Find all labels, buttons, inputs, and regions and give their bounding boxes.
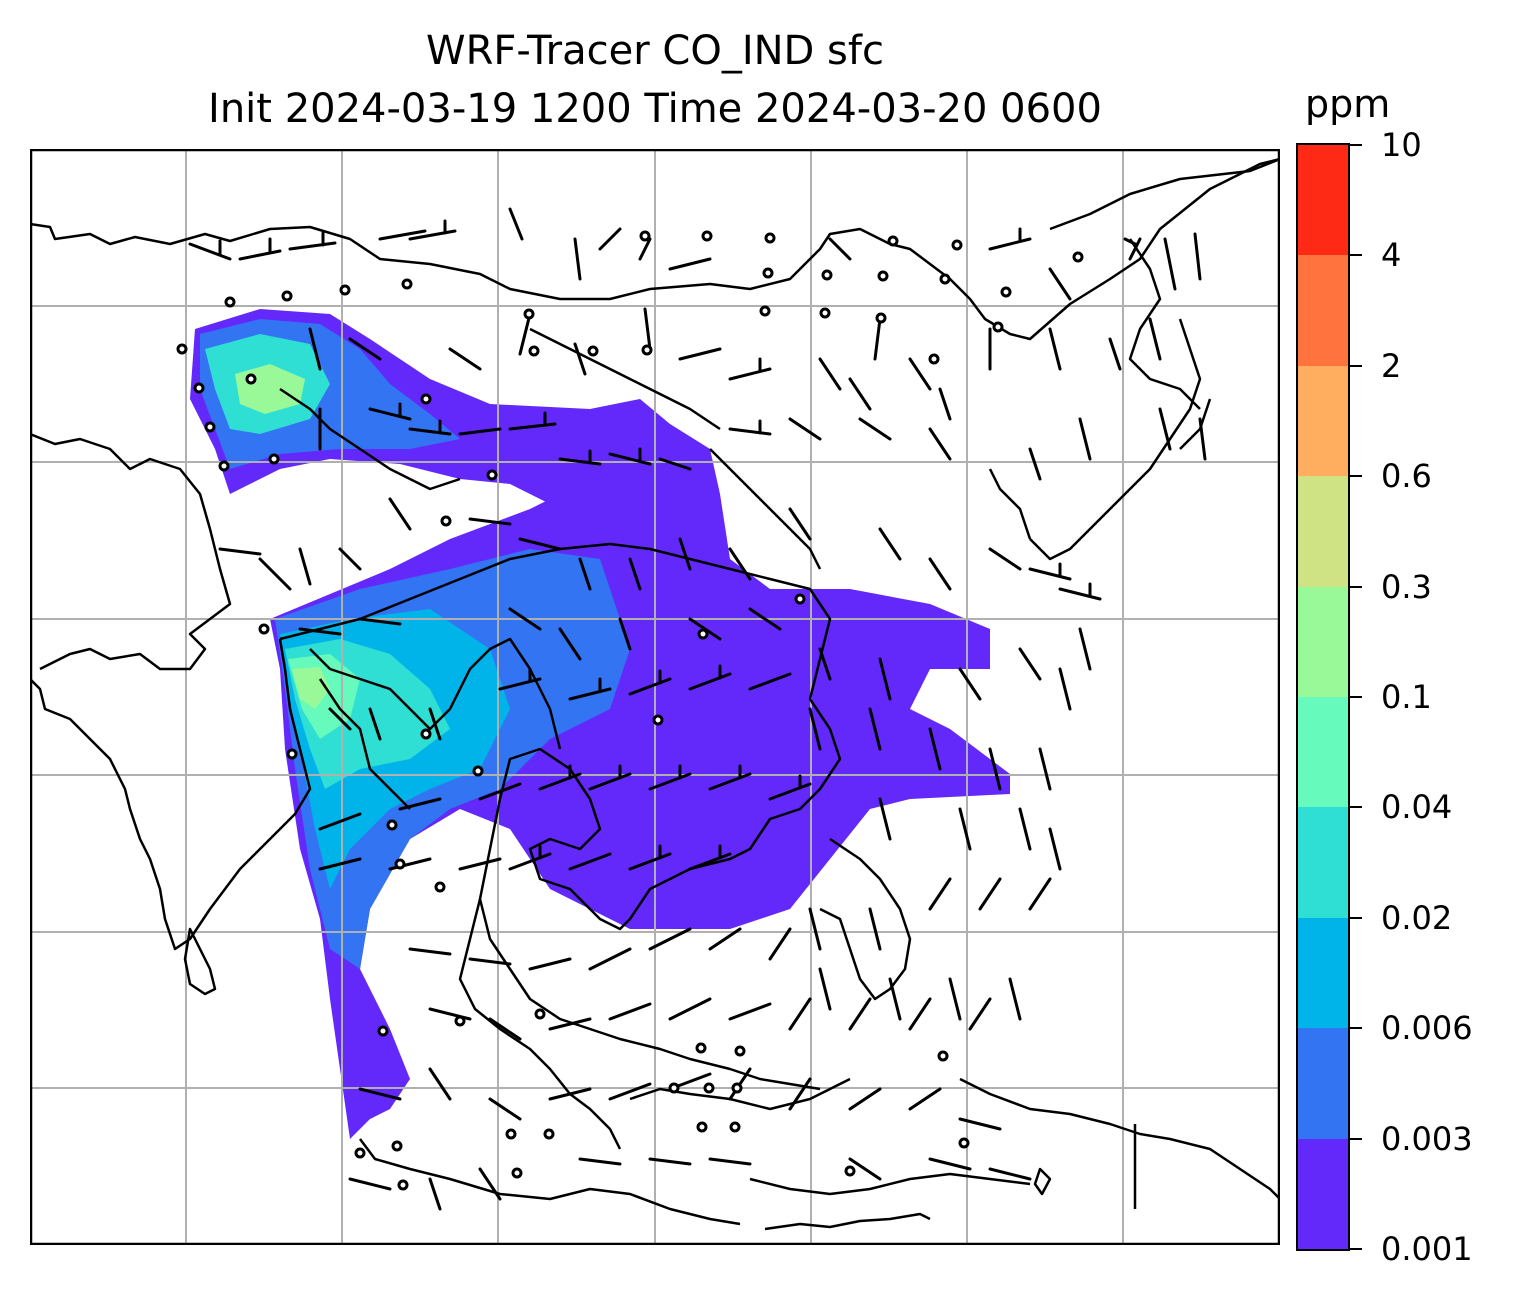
colorbar-segment — [1298, 365, 1348, 477]
colorbar-tick — [1350, 364, 1362, 367]
colorbar-segment — [1298, 806, 1348, 918]
colorbar-segment — [1298, 586, 1348, 697]
gridlines — [30, 149, 1280, 1245]
colorbar-tick — [1350, 916, 1362, 919]
colorbar-tick — [1350, 254, 1362, 257]
colorbar-tick-label: 0.006 — [1381, 1009, 1473, 1048]
colorbar-tick-label: 2 — [1381, 346, 1402, 385]
colorbar — [1296, 143, 1350, 1251]
colorbar-segment — [1298, 1138, 1348, 1249]
colorbar-tick-label: 0.04 — [1381, 788, 1453, 827]
colorbar-tick-label: 0.02 — [1381, 898, 1453, 937]
colorbar-tick-label: 4 — [1381, 236, 1402, 275]
map-title: WRF-Tracer CO_IND sfc — [426, 28, 884, 74]
calm-wind-markers — [176, 230, 1084, 1191]
tracer-shade-peak — [292, 667, 330, 709]
colorbar-tick-label: 10 — [1381, 126, 1422, 164]
colorbar-tick-label: 0.6 — [1381, 457, 1432, 496]
colorbar-segment — [1298, 144, 1348, 256]
coastlines — [30, 157, 1280, 1231]
colorbar-segment — [1298, 254, 1348, 366]
tracer-fill-layer — [190, 309, 1010, 1139]
map-canvas — [30, 149, 1280, 1245]
colorbar-segment — [1298, 696, 1348, 808]
colorbar-tick — [1350, 1137, 1362, 1140]
colorbar-tick-label: 0.003 — [1381, 1119, 1473, 1158]
colorbar-units: ppm — [1305, 82, 1391, 126]
colorbar-tick — [1350, 144, 1362, 146]
colorbar-segment — [1298, 475, 1348, 587]
map-frame — [30, 149, 1280, 1245]
map-panel — [30, 149, 1280, 1245]
colorbar-tick — [1350, 696, 1362, 698]
map-subtitle: Init 2024-03-19 1200 Time 2024-03-20 060… — [208, 86, 1102, 132]
colorbar-segment — [1298, 1027, 1348, 1139]
colorbar-tick — [1350, 585, 1362, 588]
colorbar-tick — [1350, 475, 1362, 478]
colorbar-tick-label: 0.1 — [1381, 678, 1432, 716]
colorbar-segment — [1298, 917, 1348, 1029]
colorbar-tick — [1350, 1027, 1362, 1030]
colorbar-tick — [1350, 806, 1362, 809]
colorbar-tick-label: 0.3 — [1381, 567, 1432, 606]
colorbar-tick — [1350, 1248, 1362, 1250]
colorbar-tick-label: 0.001 — [1381, 1230, 1473, 1268]
wind-barbs — [188, 207, 1207, 1211]
